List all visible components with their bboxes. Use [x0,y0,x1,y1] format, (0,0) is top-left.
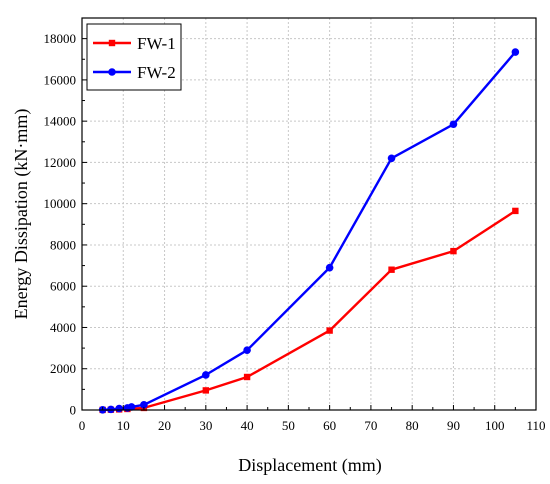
fw-2-point [202,371,210,379]
fw-1-point [450,247,457,255]
axis-ticks: 0 10 20 30 40 50 60 70 80 90 100 110 0 2000 4000 6000 80… [44,31,546,433]
y-tick-label: 0 [70,403,77,418]
fw-2-point [449,120,458,129]
fw-2-point [140,401,148,409]
fw-2-point [107,405,115,414]
x-tick-label: 90 [447,418,460,433]
x-tick-label: 40 [241,418,254,433]
x-tick-label: 80 [406,418,419,433]
fw-2-point [127,403,136,411]
legend-label: FW-1 [137,34,176,53]
fw-1-point [202,387,210,394]
fw-2-point [511,48,520,56]
y-tick-label: 8000 [50,237,76,252]
x-axis-title: Displacement (mm) [238,455,381,476]
y-tick-label: 18000 [44,31,77,46]
x-tick-label: 110 [526,418,545,433]
fw-1-point [326,327,333,334]
y-tick-label: 2000 [50,361,76,376]
y-tick-label: 6000 [50,279,76,294]
legend: FW-1 FW-2 [86,23,182,91]
y-tick-label: 4000 [50,320,76,335]
legend-box [86,23,182,91]
fw-1-point [512,207,519,215]
fw-2-point [108,68,116,76]
y-tick-label: 16000 [44,72,77,87]
y-tick-label: 10000 [44,196,77,211]
legend-label: FW-2 [137,63,176,82]
y-axis-title: Energy Dissipation (kN·mm) [11,109,32,320]
y-tick-label: 14000 [44,114,77,129]
x-tick-label: 30 [199,418,212,433]
fw-2-point [115,404,123,413]
fw-2-point [325,263,334,272]
fw-1-point [388,266,395,273]
x-tick-label: 100 [485,418,505,433]
x-tick-label: 20 [158,418,171,433]
fw-1-point [243,373,251,381]
x-tick-label: 70 [364,418,377,433]
x-tick-label: 60 [323,418,336,433]
x-tick-label: 10 [117,418,130,433]
y-tick-label: 12000 [44,155,77,170]
x-tick-label: 50 [282,418,295,433]
x-tick-label: 0 [79,418,86,433]
fw-1-point [108,39,116,47]
fw-2-point [243,346,251,354]
fw-2-point [387,154,396,163]
